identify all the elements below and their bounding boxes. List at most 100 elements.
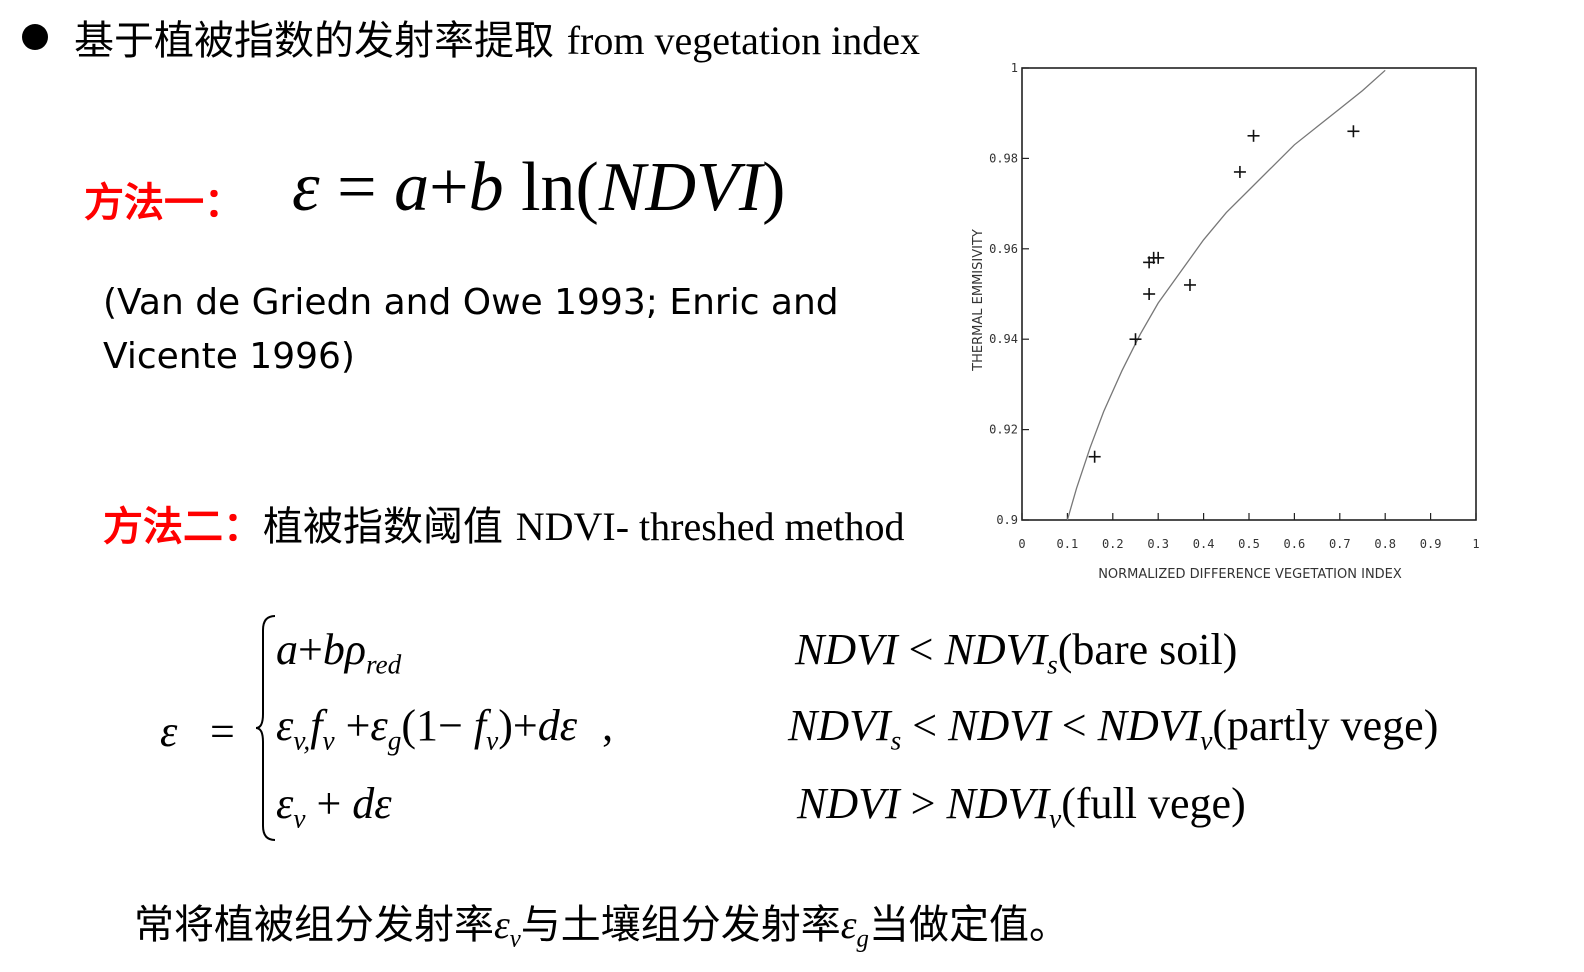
- case2-comma: ,: [602, 701, 614, 750]
- x-axis-ticks: 0 0.1 0.2 0.3 0.4 0.5 0.6 0.7 0.8 0.9 1: [1018, 513, 1480, 551]
- case2-eg-sub: g: [387, 725, 402, 756]
- note-part3: 当做定值。: [868, 902, 1069, 948]
- cond2-ndvi-s: NDVI: [788, 701, 891, 750]
- cond2-op1: <: [912, 701, 938, 750]
- case2-de: dε: [537, 701, 578, 750]
- data-points: [1088, 125, 1360, 463]
- case1-b: b: [322, 625, 345, 674]
- y-tick-label: 0.92: [989, 423, 1018, 437]
- y-tick-label: 0.96: [989, 242, 1018, 256]
- case2-minus: −: [438, 701, 463, 750]
- x-tick-label: 0.3: [1147, 537, 1169, 551]
- x-tick-label: 0.7: [1329, 537, 1351, 551]
- pw-epsilon: ε: [160, 707, 178, 756]
- y-tick-label: 0.94: [989, 332, 1018, 346]
- data-point: [1088, 450, 1101, 463]
- cond2: NDVIs < NDVI < NDVIv(partly vege): [788, 700, 1439, 754]
- cond3: NDVI > NDVIv(full vege): [797, 778, 1246, 832]
- case2-fv-sub: v: [322, 725, 335, 756]
- slide-title: 基于植被指数的发射率提取 from vegetation index: [22, 8, 920, 66]
- cond1-ndvi-s: NDVI: [944, 625, 1048, 674]
- x-tick-label: 0.5: [1238, 537, 1260, 551]
- x-tick-label: 0.8: [1374, 537, 1396, 551]
- y-axis-label: THERMAL EMMISIVITY: [971, 229, 986, 372]
- cond2-ndvi: NDVI: [948, 701, 1051, 750]
- case3-ev-sub: v: [293, 803, 306, 834]
- case1-rho-sub: red: [365, 649, 402, 680]
- cond2-ndvi-v: NDVI: [1097, 701, 1201, 750]
- x-tick-label: 0.2: [1102, 537, 1124, 551]
- eq-b: b: [468, 149, 504, 226]
- eq-epsilon: ε: [292, 149, 320, 226]
- case2-eg: ε: [370, 701, 388, 750]
- case2-f2: f: [473, 701, 487, 750]
- data-point: [1233, 165, 1246, 178]
- case3-plus: +: [316, 779, 342, 828]
- method2-label: 方法二：: [103, 504, 263, 550]
- note-eg-sub: g: [856, 925, 869, 953]
- note-ev-sub: v: [509, 925, 521, 953]
- case3-ev: ε: [276, 779, 294, 828]
- case2-f2-sub: v: [486, 725, 499, 756]
- x-tick-label: 0.6: [1284, 537, 1306, 551]
- cond3-ndvi: NDVI: [797, 779, 900, 828]
- case2-paren-close: ): [498, 701, 513, 750]
- cond2-note: (partly vege): [1212, 701, 1439, 750]
- y-tick-label: 0.98: [989, 151, 1018, 165]
- y-tick-label: 1: [1011, 61, 1018, 75]
- citation: (Van de Griedn and Owe 1993; Enric and V…: [103, 282, 839, 377]
- eq-ndvi: NDVI: [598, 149, 763, 226]
- y-axis-ticks: 0.9 0.92 0.94 0.96 0.98 1: [989, 61, 1029, 527]
- method2-zh: 植被指数阈值: [263, 504, 503, 550]
- emissivity-ndvi-chart: 0.9 0.92 0.94 0.96 0.98 1 0 0.1 0.2 0.3 0.4 0.5 0.6…: [971, 61, 1480, 582]
- x-tick-label: 0.9: [1420, 537, 1442, 551]
- x-tick-label: 0.4: [1193, 537, 1215, 551]
- x-tick-label: 0.1: [1057, 537, 1079, 551]
- cond3-note: (full vege): [1061, 779, 1246, 828]
- case2-expr: εv,fv +εg(1− fv)+dε ,: [276, 700, 614, 754]
- method2-en: NDVI- threshed method: [515, 504, 905, 549]
- title-zh: 基于植被指数的发射率提取: [74, 18, 554, 64]
- x-axis-label: NORMALIZED DIFFERENCE VEGETATION INDEX: [1098, 567, 1402, 582]
- eq-equals: =: [337, 149, 377, 226]
- case2-paren-open: (1: [401, 701, 439, 750]
- note-eg: ε: [840, 902, 857, 947]
- case1-rho: ρ: [344, 625, 366, 674]
- eq-rparen: ): [762, 149, 786, 226]
- data-point: [1247, 129, 1260, 142]
- cond1-sub: s: [1047, 649, 1058, 680]
- case2-ev: ε: [276, 701, 294, 750]
- x-tick-label: 1: [1472, 537, 1479, 551]
- pw-equals: =: [210, 707, 235, 756]
- bottom-note: 常将植被组分发射率εv与土壤组分发射率εg当做定值。: [134, 892, 1069, 953]
- y-tick-label: 0.9: [996, 513, 1018, 527]
- piecewise-equation: ε = a+bρred εv,fv +εg(1− fv)+dε , εv + d…: [0, 600, 1584, 850]
- cond1-ndvi: NDVI: [795, 625, 898, 674]
- case2-fv: f: [310, 701, 323, 750]
- eq-ln: ln: [521, 149, 576, 226]
- cond1-op: <: [908, 625, 934, 674]
- eq-lparen: (: [575, 149, 599, 226]
- eq-plus: +: [429, 149, 469, 226]
- note-part1: 常将植被组分发射率: [134, 902, 494, 948]
- case3-de: dε: [352, 779, 392, 828]
- data-point: [1347, 125, 1360, 138]
- fit-curve: [1066, 69, 1386, 521]
- case2-ev-sub: v,: [293, 725, 311, 756]
- note-ev: ε: [494, 902, 510, 947]
- data-point: [1129, 333, 1142, 346]
- x-tick-label: 0: [1018, 537, 1025, 551]
- case1-a: a: [276, 625, 298, 674]
- cond3-ndvi-v: NDVI: [946, 779, 1050, 828]
- cond3-sub: v: [1049, 803, 1062, 834]
- cond2-sub2: v: [1200, 725, 1213, 756]
- data-point: [1152, 251, 1165, 264]
- method1-equation: ε = a+b ln(NDVI): [292, 148, 785, 228]
- method1-label: 方法一：: [84, 180, 244, 226]
- bullet-icon: [22, 24, 48, 50]
- case2-plus1: +: [345, 701, 371, 750]
- data-point: [1143, 288, 1156, 300]
- case1-expr: a+bρred: [276, 624, 401, 678]
- cond2-op2: <: [1061, 701, 1087, 750]
- method2-line: 方法二：植被指数阈值 NDVI- threshed method: [103, 494, 905, 552]
